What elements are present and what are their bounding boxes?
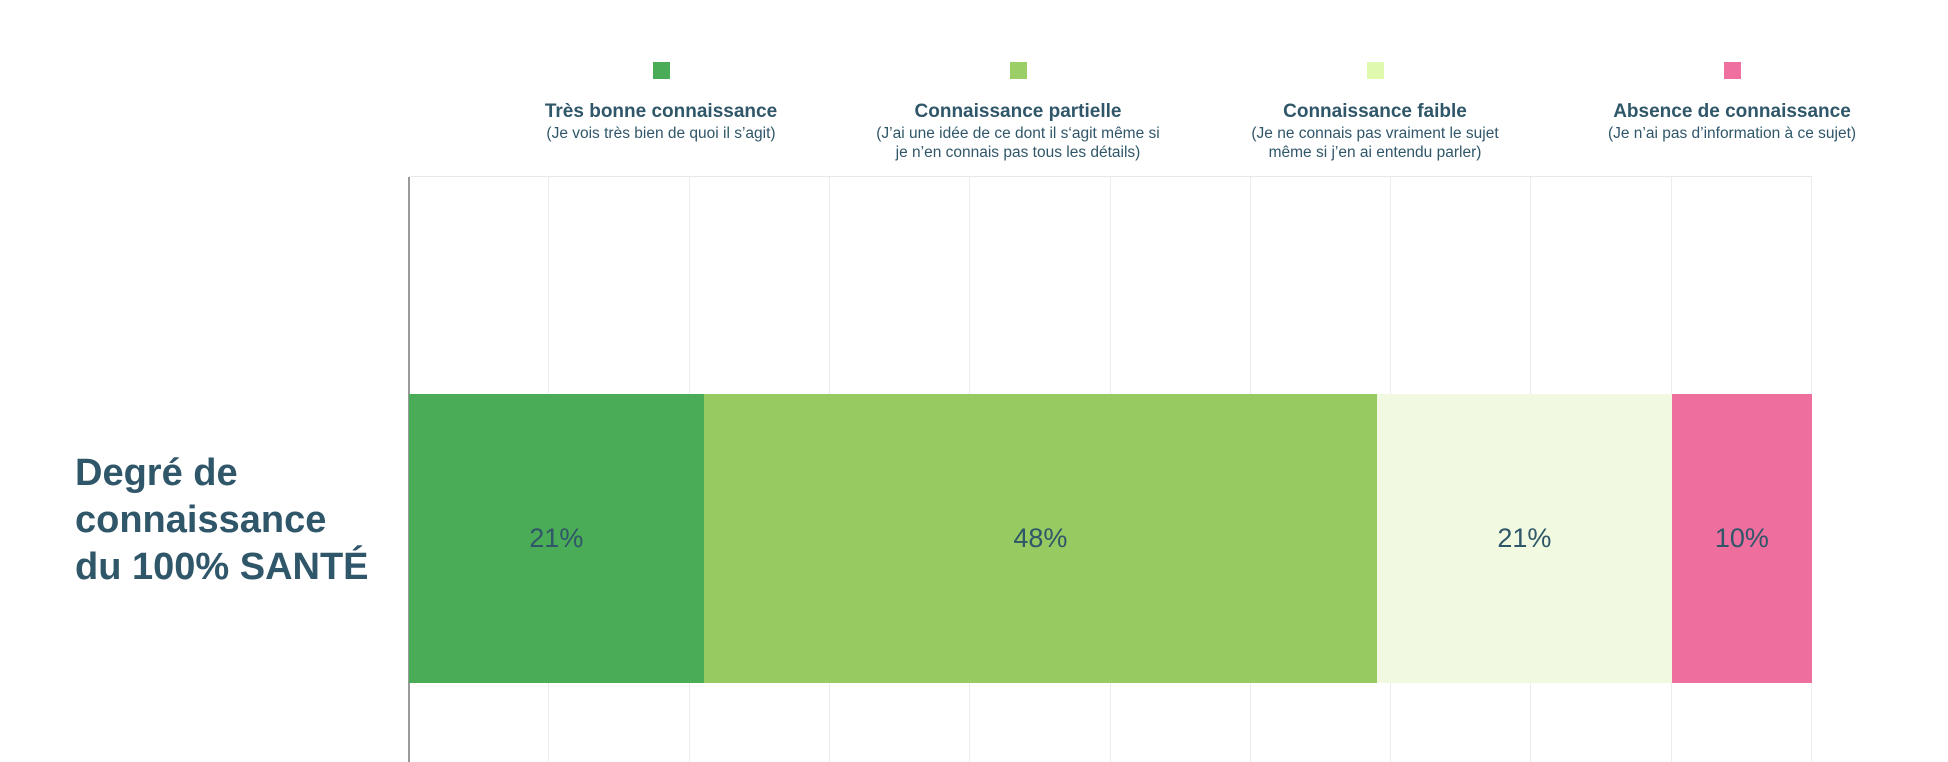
category-label-line: du 100% SANTÉ (75, 546, 369, 588)
category-label-line: connaissance (75, 499, 327, 541)
legend-description-line: je n’en connais pas tous les détails) (895, 144, 1141, 161)
legend-item-tres-bonne-connaissance: Très bonne connaissance (Je vois très bi… (471, 62, 851, 143)
bar-segment-tres-bonne-connaissance: 21% (409, 394, 704, 683)
legend-item-connaissance-faible: Connaissance faible (Je ne connais pas v… (1185, 62, 1565, 162)
legend-label: Connaissance partielle (914, 101, 1122, 122)
legend-label: Absence de connaissance (1613, 101, 1851, 122)
legend-description-line: (Je ne connais pas vraiment le sujet (1251, 125, 1499, 142)
legend-item-connaissance-partielle: Connaissance partielle (J’ai une idée de… (828, 62, 1208, 162)
stacked-bar: 21% 48% 21% 10% (409, 394, 1812, 683)
data-label: 48% (1013, 523, 1068, 553)
legend-description-line: (Je n’ai pas d’information à ce sujet) (1607, 125, 1857, 142)
legend-description-line: (J’ai une idée de ce dont il s‘agit même… (876, 125, 1160, 142)
bar-segment-connaissance-partielle: 48% (703, 394, 1378, 683)
category-label: Degré de connaissance du 100% SANTÉ (75, 450, 415, 591)
legend-description-line: (Je vois très bien de quoi il s’agit) (546, 125, 776, 142)
legend-label: Très bonne connaissance (544, 101, 778, 122)
data-label: 10% (1714, 523, 1769, 553)
category-label-line: Degré de (75, 452, 238, 494)
legend-item-absence-de-connaissance: Absence de connaissance (Je n’ai pas d’i… (1542, 62, 1922, 143)
plot-area: 21% 48% 21% 10% (408, 176, 1812, 762)
legend-swatch (1009, 62, 1027, 79)
bar-segment-connaissance-faible: 21% (1377, 394, 1672, 683)
data-label: 21% (1497, 523, 1552, 553)
legend-swatch (1723, 62, 1741, 79)
legend-label: Connaissance faible (1283, 101, 1467, 122)
bar-segment-absence-de-connaissance: 10% (1671, 394, 1812, 683)
data-label: 21% (529, 523, 584, 553)
legend-swatch (1366, 62, 1384, 79)
legend-description-line: même si j’en ai entendu parler) (1268, 144, 1482, 161)
legend-swatch (652, 62, 670, 79)
